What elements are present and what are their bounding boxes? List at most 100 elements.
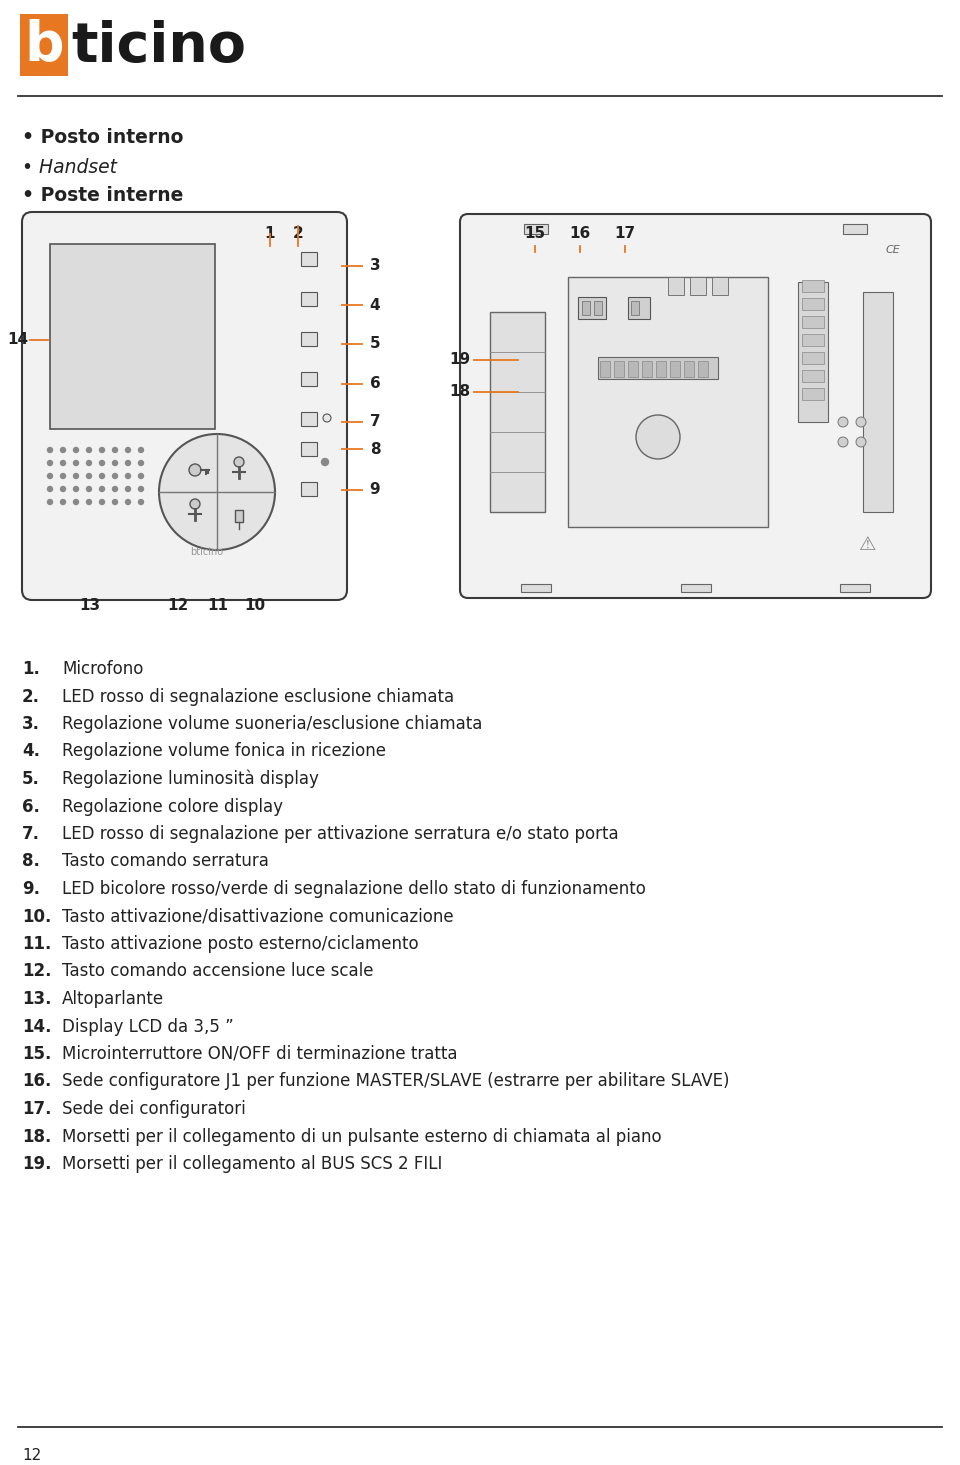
FancyBboxPatch shape xyxy=(460,214,931,598)
Text: 3: 3 xyxy=(370,258,380,274)
Text: 13.: 13. xyxy=(22,990,52,1008)
Text: 10.: 10. xyxy=(22,907,52,926)
Circle shape xyxy=(100,500,105,504)
Text: 4: 4 xyxy=(370,297,380,312)
Text: 12: 12 xyxy=(167,599,188,614)
Bar xyxy=(301,412,317,426)
Text: 17: 17 xyxy=(614,227,636,242)
Bar xyxy=(802,388,824,400)
Text: 16.: 16. xyxy=(22,1072,52,1090)
Text: 17.: 17. xyxy=(22,1100,52,1118)
Text: Sede configuratore J1 per funzione MASTER/SLAVE (estrarre per abilitare SLAVE): Sede configuratore J1 per funzione MASTE… xyxy=(62,1072,730,1090)
Text: Regolazione luminosità display: Regolazione luminosità display xyxy=(62,771,319,788)
Circle shape xyxy=(60,447,65,453)
Text: Regolazione colore display: Regolazione colore display xyxy=(62,797,283,816)
Text: 5.: 5. xyxy=(22,771,40,788)
Bar xyxy=(656,360,666,377)
Circle shape xyxy=(126,473,131,479)
Text: • Poste interne: • Poste interne xyxy=(22,186,183,205)
Bar xyxy=(600,360,610,377)
Text: 7.: 7. xyxy=(22,825,40,842)
Circle shape xyxy=(126,447,131,453)
Circle shape xyxy=(86,460,91,466)
Text: 6: 6 xyxy=(370,377,380,391)
Text: LED rosso di segnalazione esclusione chiamata: LED rosso di segnalazione esclusione chi… xyxy=(62,687,454,706)
Text: 1: 1 xyxy=(265,227,276,242)
Text: 11: 11 xyxy=(207,599,228,614)
Bar xyxy=(301,482,317,497)
Circle shape xyxy=(138,447,143,453)
Bar xyxy=(490,312,545,511)
Circle shape xyxy=(190,500,200,508)
Text: 16: 16 xyxy=(569,227,590,242)
Text: Tasto attivazione posto esterno/ciclamento: Tasto attivazione posto esterno/ciclamen… xyxy=(62,935,419,954)
Text: Microinterruttore ON/OFF di terminazione tratta: Microinterruttore ON/OFF di terminazione… xyxy=(62,1045,458,1064)
Circle shape xyxy=(126,500,131,504)
Circle shape xyxy=(47,500,53,504)
Text: 14.: 14. xyxy=(22,1018,52,1036)
FancyBboxPatch shape xyxy=(22,212,347,601)
Circle shape xyxy=(138,473,143,479)
Text: ⚠: ⚠ xyxy=(859,536,876,554)
Text: 13: 13 xyxy=(80,599,101,614)
Bar xyxy=(802,316,824,328)
Circle shape xyxy=(126,460,131,466)
Bar xyxy=(843,224,867,234)
Text: 15: 15 xyxy=(524,227,545,242)
Text: 12: 12 xyxy=(22,1447,41,1464)
Text: LED bicolore rosso/verde di segnalazione dello stato di funzionamento: LED bicolore rosso/verde di segnalazione… xyxy=(62,880,646,898)
Circle shape xyxy=(138,460,143,466)
Text: Display LCD da 3,5 ”: Display LCD da 3,5 ” xyxy=(62,1018,233,1036)
Text: Tasto comando accensione luce scale: Tasto comando accensione luce scale xyxy=(62,963,373,980)
Text: Regolazione volume fonica in ricezione: Regolazione volume fonica in ricezione xyxy=(62,743,386,760)
Text: Morsetti per il collegamento di un pulsante esterno di chiamata al piano: Morsetti per il collegamento di un pulsa… xyxy=(62,1128,661,1146)
Circle shape xyxy=(112,500,117,504)
Circle shape xyxy=(47,447,53,453)
Text: b: b xyxy=(24,18,63,72)
Bar xyxy=(614,360,624,377)
Text: 5: 5 xyxy=(370,337,380,352)
Circle shape xyxy=(60,473,65,479)
Circle shape xyxy=(159,434,275,549)
Bar xyxy=(598,357,718,379)
Text: CE: CE xyxy=(886,245,900,255)
Text: 3.: 3. xyxy=(22,715,40,732)
Text: Regolazione volume suoneria/esclusione chiamata: Regolazione volume suoneria/esclusione c… xyxy=(62,715,482,732)
Bar xyxy=(521,585,551,592)
Circle shape xyxy=(86,447,91,453)
Bar xyxy=(582,300,590,315)
Text: 9.: 9. xyxy=(22,880,40,898)
Circle shape xyxy=(60,460,65,466)
Text: 14: 14 xyxy=(8,333,29,347)
Text: • Posto interno: • Posto interno xyxy=(22,127,183,146)
Bar xyxy=(668,277,684,294)
Circle shape xyxy=(189,464,201,476)
Bar xyxy=(802,297,824,311)
Circle shape xyxy=(86,473,91,479)
Bar xyxy=(568,277,768,527)
Text: 7: 7 xyxy=(370,415,380,429)
Circle shape xyxy=(47,473,53,479)
Text: ticino: ticino xyxy=(71,21,246,75)
Circle shape xyxy=(74,486,79,491)
Text: LED rosso di segnalazione per attivazione serratura e/o stato porta: LED rosso di segnalazione per attivazion… xyxy=(62,825,618,842)
Text: 1.: 1. xyxy=(22,661,40,678)
Bar xyxy=(628,360,638,377)
Circle shape xyxy=(100,447,105,453)
Bar xyxy=(301,333,317,346)
Text: 8: 8 xyxy=(370,441,380,457)
Text: Microfono: Microfono xyxy=(62,661,143,678)
Text: 2: 2 xyxy=(293,227,303,242)
Bar xyxy=(802,352,824,363)
Circle shape xyxy=(100,460,105,466)
Circle shape xyxy=(86,500,91,504)
Circle shape xyxy=(323,415,331,422)
Text: 19: 19 xyxy=(449,353,470,368)
Circle shape xyxy=(74,500,79,504)
Bar xyxy=(301,372,317,385)
Circle shape xyxy=(100,473,105,479)
Circle shape xyxy=(74,473,79,479)
Circle shape xyxy=(856,418,866,426)
Circle shape xyxy=(112,473,117,479)
Bar xyxy=(802,334,824,346)
